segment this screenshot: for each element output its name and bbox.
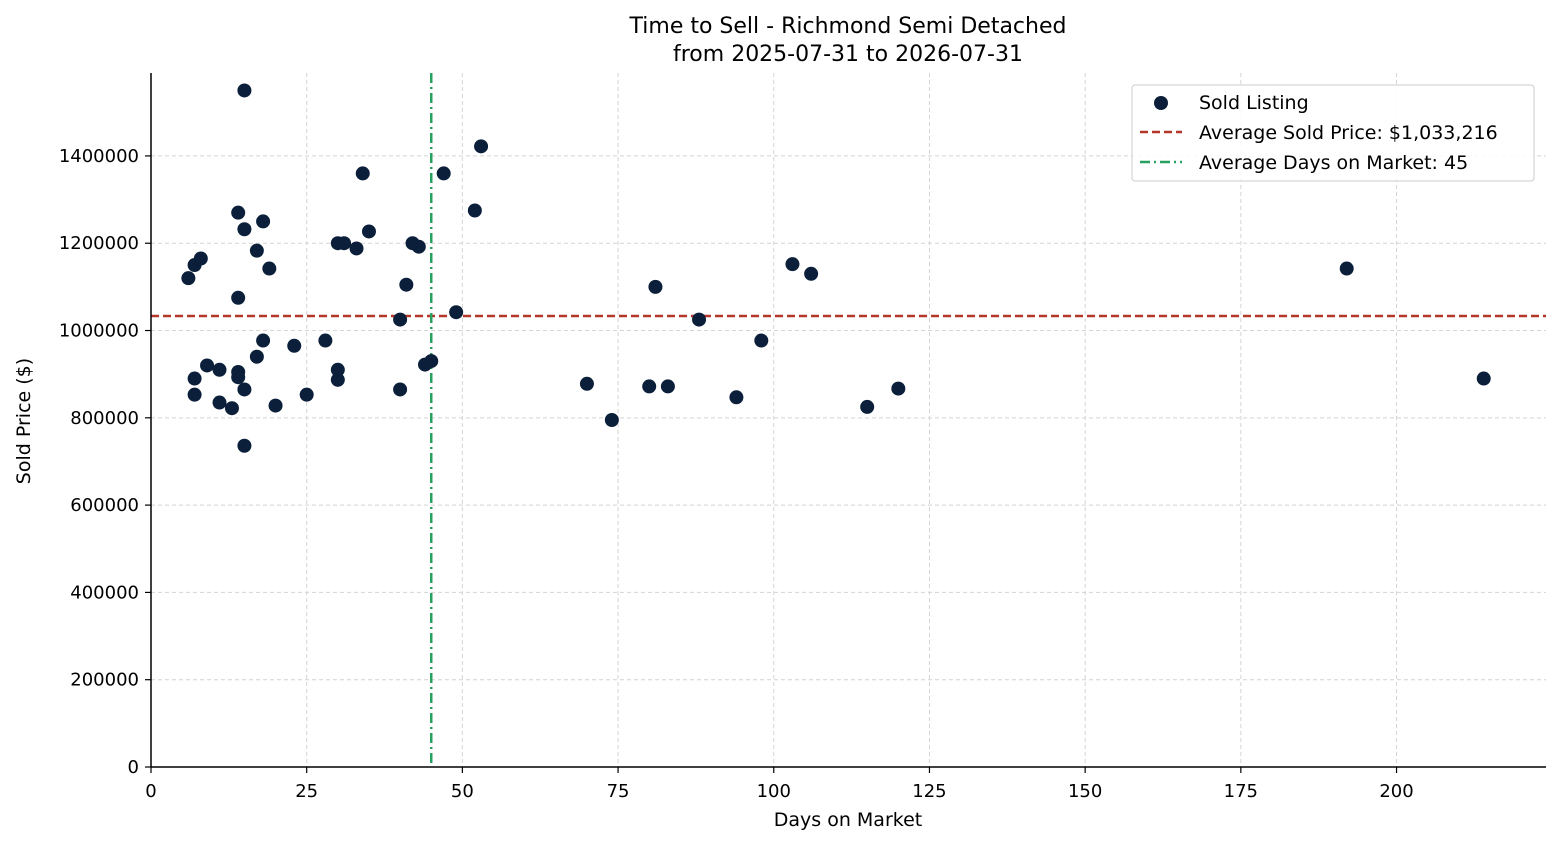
legend-box xyxy=(1131,84,1535,182)
data-point-9 xyxy=(231,205,246,220)
data-point-13 xyxy=(237,83,252,98)
data-point-6 xyxy=(212,362,227,377)
data-point-8 xyxy=(224,401,239,416)
data-point-30 xyxy=(349,241,364,256)
data-point-14 xyxy=(237,222,252,237)
y-tick-label-2: 400000 xyxy=(70,582,139,603)
data-point-51 xyxy=(754,333,769,348)
data-point-16 xyxy=(237,438,252,453)
x-tick-label-0: 0 xyxy=(145,781,156,802)
data-point-10 xyxy=(231,290,246,305)
average-lines xyxy=(151,73,1546,767)
x-tick-label-4: 100 xyxy=(757,781,791,802)
y-tick-label-6: 1200000 xyxy=(59,233,139,254)
data-point-7 xyxy=(212,395,227,410)
data-point-2 xyxy=(193,251,208,266)
x-tick-label-2: 50 xyxy=(451,781,474,802)
data-point-19 xyxy=(256,214,271,229)
data-point-54 xyxy=(860,399,875,414)
data-point-56 xyxy=(1339,261,1354,276)
data-point-41 xyxy=(449,305,464,320)
data-point-23 xyxy=(287,338,302,353)
x-tick-label-8: 200 xyxy=(1379,781,1413,802)
data-point-50 xyxy=(729,390,744,405)
data-point-28 xyxy=(330,362,345,377)
x-tick-label-7: 175 xyxy=(1224,781,1258,802)
data-point-21 xyxy=(262,261,277,276)
y-tick-label-1: 200000 xyxy=(70,670,139,691)
data-point-15 xyxy=(237,382,252,397)
data-point-47 xyxy=(648,279,663,294)
x-tick-label-5: 125 xyxy=(912,781,946,802)
data-points xyxy=(181,83,1491,453)
data-point-46 xyxy=(642,379,657,394)
data-point-4 xyxy=(187,387,202,402)
data-point-55 xyxy=(891,381,906,396)
data-point-44 xyxy=(579,376,594,391)
data-point-32 xyxy=(361,224,376,239)
data-point-40 xyxy=(436,166,451,181)
data-point-52 xyxy=(785,257,800,272)
tick-labels: 0 25 50 75 100 125 150 175 200 0 200000 400000 60000… xyxy=(59,146,1414,802)
legend-label-sold: Sold Listing xyxy=(1199,92,1309,114)
data-point-0 xyxy=(181,271,196,286)
data-point-20 xyxy=(256,333,271,348)
data-point-35 xyxy=(399,277,414,292)
data-point-18 xyxy=(249,349,264,364)
data-point-34 xyxy=(393,382,408,397)
data-point-5 xyxy=(200,358,215,373)
axes xyxy=(150,73,1546,768)
data-point-33 xyxy=(393,312,408,327)
y-tick-label-5: 1000000 xyxy=(59,321,139,342)
data-point-12 xyxy=(231,370,246,385)
y-tick-label-7: 1400000 xyxy=(59,146,139,167)
data-point-27 xyxy=(337,236,352,251)
data-point-3 xyxy=(187,371,202,386)
data-point-37 xyxy=(411,239,426,254)
x-tick-label-6: 150 xyxy=(1068,781,1102,802)
data-point-22 xyxy=(268,398,283,413)
data-point-42 xyxy=(467,203,482,218)
chart-subtitle: from 2025-07-31 to 2026-07-31 xyxy=(673,42,1023,67)
data-point-17 xyxy=(249,243,264,258)
data-point-49 xyxy=(692,312,707,327)
data-point-53 xyxy=(804,266,819,281)
data-point-25 xyxy=(318,333,333,348)
legend-marker-sold xyxy=(1154,96,1168,110)
legend: Sold Listing Average Sold Price: $1,033,… xyxy=(1131,84,1535,182)
legend-label-avg-price: Average Sold Price: $1,033,216 xyxy=(1199,122,1498,144)
data-point-57 xyxy=(1476,371,1491,386)
y-tick-label-0: 0 xyxy=(128,757,139,778)
x-tick-label-1: 25 xyxy=(295,781,318,802)
data-point-39 xyxy=(424,354,439,369)
data-point-31 xyxy=(355,166,370,181)
y-tick-label-3: 600000 xyxy=(70,495,139,516)
x-axis-label: Days on Market xyxy=(774,809,922,831)
data-point-48 xyxy=(660,379,675,394)
data-point-43 xyxy=(474,139,489,154)
data-point-24 xyxy=(299,387,314,402)
legend-label-avg-days: Average Days on Market: 45 xyxy=(1199,152,1468,174)
data-point-29 xyxy=(330,372,345,387)
x-tick-label-3: 75 xyxy=(607,781,630,802)
y-tick-label-4: 800000 xyxy=(70,408,139,429)
chart-title: Time to Sell - Richmond Semi Detached xyxy=(629,14,1067,39)
data-point-45 xyxy=(604,413,619,427)
y-axis-label: Sold Price ($) xyxy=(13,358,35,484)
